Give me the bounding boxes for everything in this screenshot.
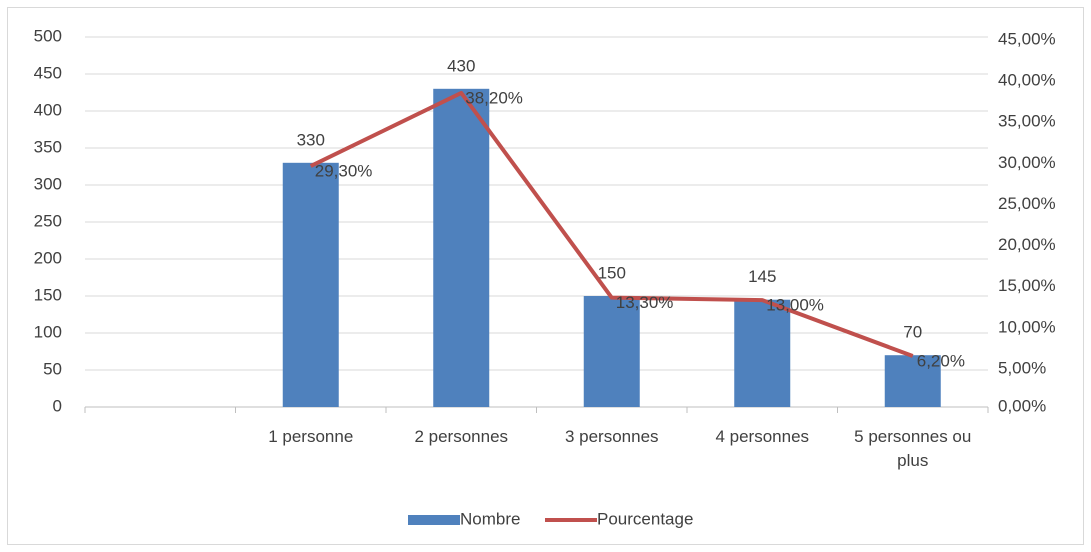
x-tick-label: 3 personnes [564, 427, 659, 446]
bar-value-label: 70 [903, 323, 922, 342]
y2-tick-label: 45,00% [998, 29, 1056, 48]
y-tick-label: 200 [34, 248, 62, 267]
y2-tick-label: 0,00% [998, 396, 1046, 415]
y-tick-label: 400 [34, 100, 62, 119]
y-tick-label: 250 [34, 211, 62, 230]
chart-border [7, 7, 1084, 545]
y-tick-label: 350 [34, 137, 62, 156]
line-value-label: 29,30% [315, 162, 373, 181]
legend-label: Pourcentage [597, 509, 693, 528]
bar [884, 355, 941, 407]
line [309, 90, 914, 358]
legend-swatch [408, 515, 460, 525]
y2-tick-label: 25,00% [998, 194, 1056, 213]
x-tick-label: 2 personnes [414, 427, 509, 446]
y2-tick-label: 10,00% [998, 317, 1056, 336]
y-tick-label: 0 [53, 396, 62, 415]
y2-tick-label: 15,00% [998, 276, 1056, 295]
y-tick-label: 150 [34, 285, 62, 304]
y-tick-label: 100 [34, 322, 62, 341]
line-value-label: 38,20% [465, 88, 523, 107]
y-tick-label: 50 [43, 359, 62, 378]
x-tick-label: 1 personne [268, 427, 354, 446]
bar [734, 299, 791, 407]
x-tick-label: 4 personnes [715, 427, 810, 446]
y-tick-label: 300 [34, 174, 62, 193]
line-value-label: 13,00% [766, 296, 824, 315]
y2-tick-label: 5,00% [998, 358, 1046, 377]
bar [583, 296, 640, 407]
bar-value-label: 330 [297, 130, 325, 149]
x-tick-label: 5 personnes ou plus [854, 427, 972, 470]
y-tick-label: 450 [34, 63, 62, 82]
y2-tick-label: 35,00% [998, 112, 1056, 131]
y2-tick-label: 40,00% [998, 71, 1056, 90]
legend-label: Nombre [460, 509, 520, 528]
bar-value-label: 145 [748, 267, 776, 286]
line-value-label: 13,30% [616, 293, 674, 312]
bar [282, 162, 339, 407]
bar [433, 88, 490, 408]
y-tick-label: 500 [34, 26, 62, 45]
bar-value-label: 430 [447, 56, 475, 75]
bar-value-label: 150 [598, 263, 626, 282]
y2-tick-label: 30,00% [998, 153, 1056, 172]
y2-tick-label: 20,00% [998, 235, 1056, 254]
line-value-label: 6,20% [917, 352, 965, 371]
